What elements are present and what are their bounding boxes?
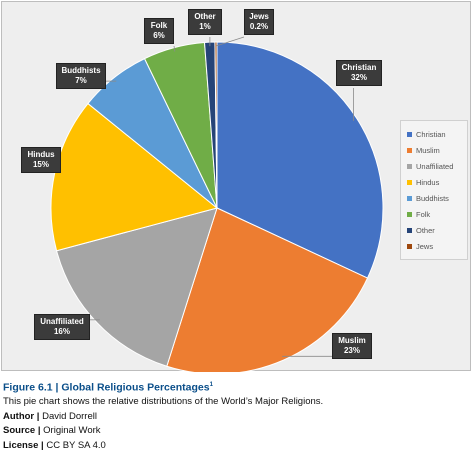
data-label-value: 32% xyxy=(350,73,367,82)
author-label: Author | xyxy=(3,410,40,422)
legend-swatch xyxy=(407,211,412,217)
legend-swatch xyxy=(407,163,412,169)
data-label-christian: Christian 32% xyxy=(336,60,382,86)
data-label-value: 0.2% xyxy=(249,22,269,31)
author-value: David Dorrell xyxy=(39,410,97,422)
leader-line-folk xyxy=(173,45,176,52)
legend-swatch xyxy=(407,243,412,249)
legend-item-christian: Christian xyxy=(407,127,446,141)
data-label-other: Other 1% xyxy=(188,9,222,35)
legend-item-buddhists: Buddhists xyxy=(407,191,449,205)
legend-item-unaffiliated: Unaffiliated xyxy=(407,159,453,173)
data-label-unaffiliated: Unaffiliated 16% xyxy=(34,314,90,340)
data-label-name: Muslim xyxy=(338,336,366,345)
data-label-value: 23% xyxy=(343,346,360,355)
figure-title: Figure 6.1 | Global Religious Percentage… xyxy=(3,378,471,395)
data-label-name: Hindus xyxy=(27,150,55,159)
author-line: Author | David Dorrell xyxy=(3,410,471,425)
data-label-value: 15% xyxy=(32,160,49,169)
license-line: License | CC BY SA 4.0 xyxy=(3,439,471,454)
figure-title-text: Figure 6.1 | Global Religious Percentage… xyxy=(3,381,210,394)
legend-label: Christian xyxy=(416,129,446,139)
legend-swatch xyxy=(407,227,412,233)
legend-item-folk: Folk xyxy=(407,207,430,221)
license-label: License | xyxy=(3,439,44,451)
legend-label: Unaffiliated xyxy=(416,161,454,171)
data-label-value: 6% xyxy=(153,31,165,40)
pie-chart xyxy=(50,36,384,372)
source-value: Original Work xyxy=(40,425,101,436)
license-value: CC BY SA 4.0 xyxy=(43,439,106,451)
legend-label: Other xyxy=(416,225,435,235)
legend-label: Buddhists xyxy=(416,193,449,203)
pie-slice-christian xyxy=(216,41,384,279)
data-label-value: 16% xyxy=(53,327,70,336)
legend-item-jews: Jews xyxy=(407,239,433,253)
pie-slice-unaffiliated xyxy=(55,207,218,367)
data-label-value: 7% xyxy=(75,76,87,85)
data-label-name: Other xyxy=(194,12,216,21)
data-label-name: Buddhists xyxy=(61,66,101,75)
legend-item-muslim: Muslim xyxy=(407,143,440,157)
legend-swatch xyxy=(407,179,412,185)
source-label: Source | xyxy=(3,425,41,436)
data-label-value: 1% xyxy=(199,22,211,31)
data-label-muslim: Muslim 23% xyxy=(332,333,372,359)
data-label-jews: Jews 0.2% xyxy=(244,9,274,35)
data-label-name: Christian xyxy=(341,63,377,72)
legend-swatch xyxy=(407,147,412,153)
legend-label: Jews xyxy=(416,241,434,251)
data-label-buddhists: Buddhists 7% xyxy=(56,63,106,89)
data-label-name: Folk xyxy=(150,21,168,30)
chart-area: Christian 32% Muslim 23% Unaffiliated 16% Hind… xyxy=(1,1,471,372)
legend-item-hindus: Hindus xyxy=(407,175,439,189)
data-label-name: Jews xyxy=(249,12,269,21)
figure-caption: Figure 6.1 | Global Religious Percentage… xyxy=(3,378,471,453)
legend: Christian Muslim Unaffiliated Hindus Buddhis… xyxy=(400,120,468,260)
pie-slice-muslim xyxy=(166,207,369,372)
legend-item-other: Other xyxy=(407,223,435,237)
data-label-name: Unaffiliated xyxy=(40,317,84,326)
legend-label: Folk xyxy=(416,209,431,219)
figure-description: This pie chart shows the relative distri… xyxy=(3,396,324,407)
source-line: Source | Original Work xyxy=(3,424,471,439)
pie-slice-hindus xyxy=(50,102,219,252)
legend-label: Muslim xyxy=(416,145,440,155)
legend-swatch xyxy=(407,195,412,201)
data-label-hindus: Hindus 15% xyxy=(21,147,61,173)
data-label-folk: Folk 6% xyxy=(144,18,174,44)
pie-slice-jews xyxy=(214,41,218,209)
footnote-marker: 1 xyxy=(209,382,213,388)
legend-swatch xyxy=(407,131,412,137)
leader-line-jews xyxy=(215,36,245,47)
legend-label: Hindus xyxy=(416,177,440,187)
